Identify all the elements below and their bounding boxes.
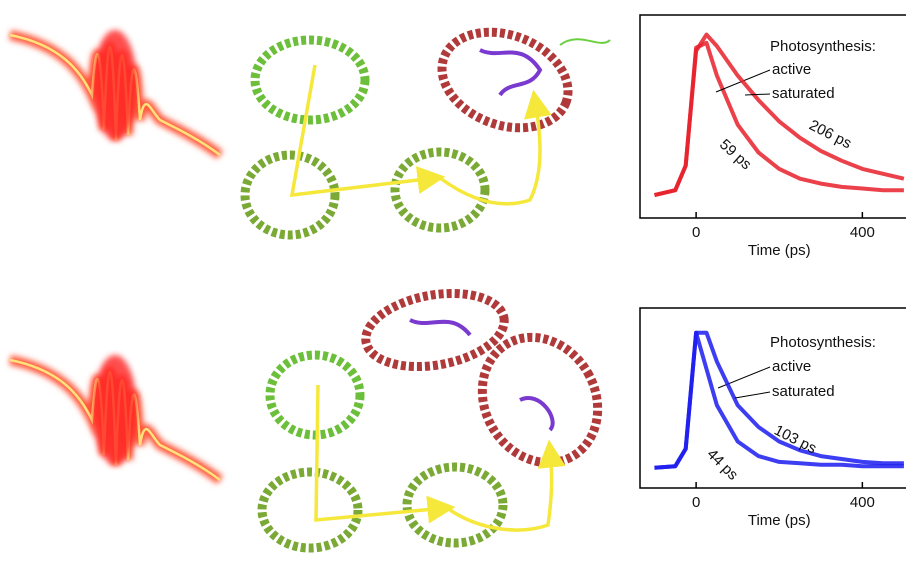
legend-title: Photosynthesis: — [770, 334, 876, 351]
x-tick-label: 400 — [850, 224, 875, 241]
legend-entry: active — [772, 358, 811, 375]
lifetime-annotation: 103 ps — [771, 422, 819, 458]
decay-curve — [654, 32, 905, 198]
photosystem-illustration — [257, 288, 603, 553]
x-axis-label: Time (ps) — [748, 242, 811, 259]
decay-curve — [654, 330, 904, 470]
x-tick-label: 0 — [692, 494, 700, 511]
legend-pointer — [734, 391, 771, 399]
legend-pointer — [744, 93, 771, 96]
legend-entry: active — [772, 61, 811, 78]
legend-title: Photosynthesis: — [770, 38, 876, 55]
laser-pulse — [8, 30, 223, 160]
legend-entry: saturated — [772, 85, 835, 102]
laser-pulse — [8, 355, 223, 485]
axis-frame — [639, 307, 906, 489]
lifetime-annotation: 44 ps — [703, 446, 741, 484]
x-axis-label: Time (ps) — [748, 512, 811, 529]
x-tick-label: 400 — [850, 494, 875, 511]
photosystem-illustration — [240, 27, 611, 240]
x-tick-label: 0 — [692, 224, 700, 241]
legend-entry: saturated — [772, 383, 835, 400]
axis-frame — [639, 14, 906, 219]
